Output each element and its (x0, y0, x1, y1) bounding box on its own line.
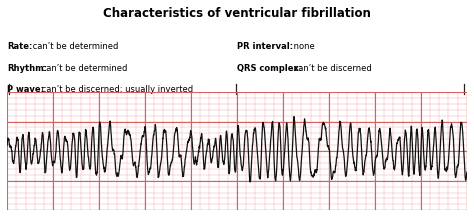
Text: P wave:: P wave: (7, 85, 44, 94)
Text: can’t be determined: can’t be determined (38, 64, 127, 73)
Text: PR interval:: PR interval: (237, 42, 293, 51)
Text: can’t be discerned: can’t be discerned (291, 64, 372, 73)
Text: Characteristics of ventricular fibrillation: Characteristics of ventricular fibrillat… (103, 7, 371, 20)
Text: QRS complex:: QRS complex: (237, 64, 302, 73)
Text: can’t be discerned; usually inverted: can’t be discerned; usually inverted (38, 85, 193, 94)
Text: can’t be determined: can’t be determined (29, 42, 118, 51)
Text: Rate:: Rate: (7, 42, 33, 51)
Text: none: none (291, 42, 315, 51)
Text: Rhythm:: Rhythm: (7, 64, 47, 73)
